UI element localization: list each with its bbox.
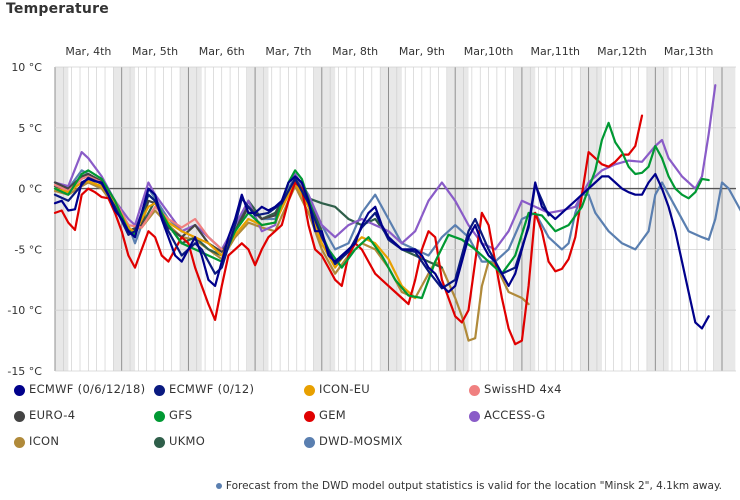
x-day-label: Mar,12th [597,45,647,58]
x-day-label: Mar,10th [464,45,514,58]
legend-swatch [469,411,480,422]
legend-label: EURO-4 [29,408,76,422]
footnote: Forecast from the DWD model output stati… [215,480,722,492]
x-day-label: Mar,13th [664,45,714,58]
night-band [380,67,402,371]
chart-title: Temperature [6,1,109,17]
night-band [580,67,602,371]
night-band [713,67,736,371]
legend-swatch [304,411,315,422]
legend-swatch [14,411,25,422]
series-line-swisshd-4x4 [53,175,223,251]
night-band [313,67,336,371]
y-axis-labels: 10 °C 5 °C 0 °C -5 °C -10 °C -15 °C [7,61,42,375]
night-band [180,67,202,371]
night-bands [55,67,736,371]
x-day-label: Mar, 7th [265,45,311,58]
legend-label: DWD-MOSMIX [319,434,403,448]
legend-label: GFS [169,408,193,422]
y-tick-label: -15 °C [7,365,42,375]
night-band [55,67,69,371]
x-day-label: Mar, 6th [199,45,245,58]
legend-label: ICON [29,434,60,448]
series-line-gfs [53,121,710,300]
legend-label: ACCESS-G [484,408,546,422]
legend-label: ICON-EU [319,382,371,396]
legend-swatch [14,385,25,396]
night-band [513,67,536,371]
y-tick-label: -5 °C [14,243,42,256]
x-day-label: Mar, 4th [65,45,111,58]
x-axis-day-labels: Mar, 4th Mar, 5th Mar, 6th Mar, 7th Mar, 8th… [65,45,713,58]
series-line-ecmwf-0-6-12-18 [53,172,710,330]
legend-swatch [14,437,25,448]
legend-swatch [304,437,315,448]
legend-label: ECMWF (0/12) [169,382,255,396]
legend-swatch [304,385,315,396]
x-day-label: Mar, 8th [332,45,378,58]
legend-swatch [154,411,165,422]
y-tick-label: 0 °C [18,183,42,196]
footnote-bullet [215,483,222,489]
series-line-gem [53,114,644,346]
y-tick-label: 5 °C [18,122,42,135]
series-lines [53,84,740,346]
x-day-label: Mar,11th [530,45,580,58]
night-band [247,67,269,371]
legend-swatch [154,385,165,396]
night-band [447,67,469,371]
legend-label: GEM [319,408,346,422]
legend-swatch [154,437,165,448]
x-day-label: Mar, 9th [399,45,445,58]
y-tick-label: 10 °C [11,61,42,74]
y-tick-label: -10 °C [7,304,42,317]
series-line-ecmwf-0-12 [53,176,550,290]
legend-label: UKMO [169,434,206,448]
temperature-line-chart: 10 °C5 °C0 °C-5 °C-10 °C-15 °C Mar, 4th M… [7,45,740,375]
legend-swatch [469,385,480,396]
legend-label: ECMWF (0/6/12/18) [29,382,146,396]
x-day-label: Mar, 5th [132,45,178,58]
footnote-text: Forecast from the DWD model output stati… [225,480,722,492]
legend-label: SwissHD 4x4 [484,382,562,396]
